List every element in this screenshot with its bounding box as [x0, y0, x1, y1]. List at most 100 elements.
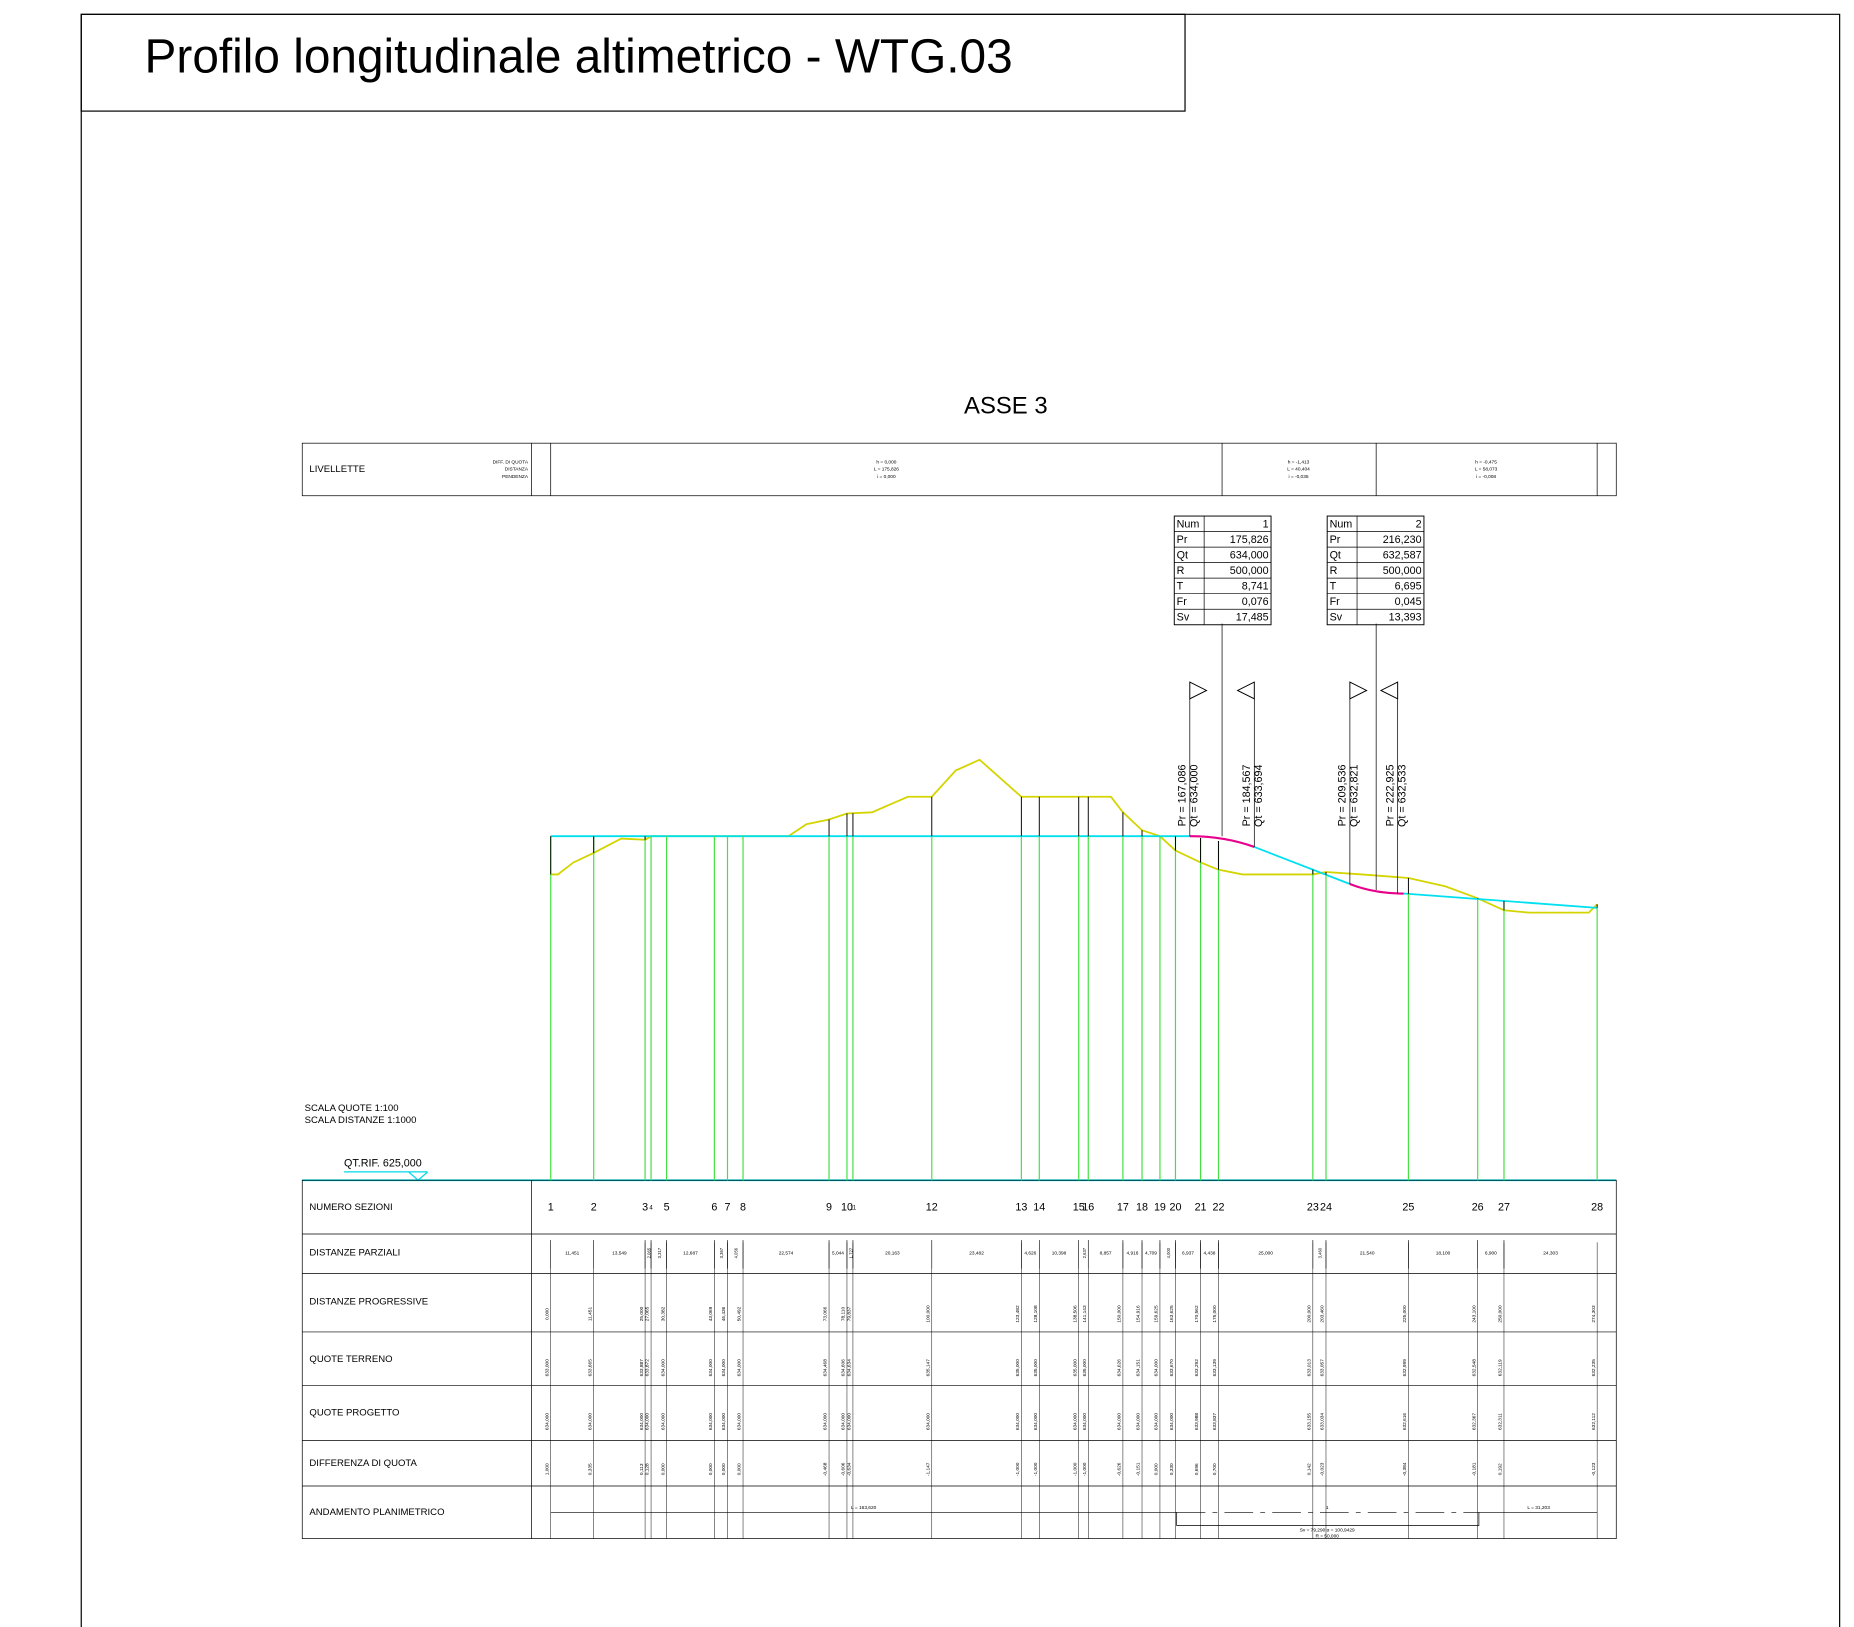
- section-value: 250,000: [1498, 1305, 1504, 1323]
- planimetric-label: 1: [1326, 1505, 1329, 1511]
- section-value: 46,436: [721, 1306, 727, 1321]
- livellette-value: h = -0,475: [1475, 460, 1497, 466]
- section-value: 150,000: [1117, 1305, 1123, 1323]
- partial-value: 25,000: [1258, 1250, 1273, 1256]
- section-value: -1,000: [1033, 1462, 1039, 1476]
- section-value: -0,181: [1471, 1462, 1477, 1476]
- livellette-value: L = 175,826: [874, 467, 899, 473]
- row-label: NUMERO SEZIONI: [309, 1202, 392, 1213]
- partial-value: 4,438: [1204, 1250, 1216, 1256]
- section-number: 1: [548, 1202, 554, 1214]
- curve-key: R: [1177, 565, 1185, 577]
- partial-value: 11,451: [565, 1250, 580, 1256]
- section-number: 4: [649, 1205, 653, 1211]
- section-number: 5: [664, 1202, 670, 1214]
- reference-marker: [344, 1171, 429, 1182]
- section-value: 73,066: [823, 1306, 829, 1321]
- section-value: -0,634: [847, 1462, 853, 1476]
- section-value: 25,000: [639, 1306, 645, 1321]
- section-value: 203,460: [1320, 1305, 1326, 1323]
- planimetric-label: L = 163,620: [851, 1505, 876, 1511]
- partial-value: 5,044: [832, 1250, 844, 1256]
- section-value: 138,506: [1072, 1305, 1078, 1323]
- scale-label: SCALA QUOTE 1:100: [305, 1103, 399, 1114]
- section-value: 632,311: [1498, 1413, 1504, 1430]
- section-value: -0,151: [1136, 1462, 1142, 1476]
- section-value: 634,468: [823, 1359, 829, 1377]
- section-value: 633,139: [1212, 1359, 1218, 1377]
- curve-key: Pr: [1330, 534, 1341, 546]
- section-value: -1,000: [1072, 1462, 1078, 1476]
- section-number: 25: [1402, 1202, 1414, 1214]
- section-number: 28: [1591, 1202, 1603, 1214]
- section-value: 634,151: [1136, 1359, 1142, 1377]
- section-number: 20: [1169, 1202, 1181, 1214]
- section-number: 9: [826, 1202, 832, 1214]
- curve-key: Fr: [1177, 596, 1188, 608]
- curve-key: Fr: [1330, 596, 1341, 608]
- partial-value: 3,367: [719, 1247, 724, 1258]
- vertex-marker: [1349, 681, 1368, 700]
- section-number: 26: [1472, 1202, 1484, 1214]
- section-number: 23: [1307, 1202, 1319, 1214]
- section-value: 11,451: [587, 1307, 593, 1322]
- partial-value: 18,100: [1436, 1250, 1451, 1256]
- curve-key: Num: [1330, 518, 1353, 530]
- curve-value: 0,076: [1242, 596, 1269, 608]
- curve-key: Qt: [1330, 549, 1341, 561]
- section-value: 163,625: [1169, 1305, 1175, 1323]
- vertex-label: Qt = 634,000: [1188, 765, 1200, 827]
- section-value: 0,330: [1169, 1463, 1175, 1475]
- section-value: 128,108: [1033, 1305, 1039, 1323]
- curve-value: 17,485: [1236, 611, 1269, 623]
- section-number: 11: [850, 1205, 857, 1211]
- row-label: DISTANZE PROGRESSIVE: [309, 1297, 428, 1308]
- livellette-value: i = 0,000: [877, 474, 896, 480]
- livellette-value: L = 58,073: [1475, 467, 1498, 473]
- vertex-label: Qt = 633,694: [1253, 765, 1265, 827]
- project-line: [1403, 892, 1598, 909]
- partial-value: 4,626: [1024, 1250, 1036, 1256]
- section-value: 0,192: [1498, 1463, 1504, 1475]
- section-value: -0,626: [1117, 1462, 1123, 1476]
- section-value: 634,000: [847, 1413, 853, 1431]
- planimetric-label: L = 31,203: [1527, 1505, 1550, 1511]
- partial-value: 20,163: [885, 1250, 900, 1256]
- section-value: 0,000: [544, 1308, 550, 1320]
- section-value: 274,303: [1591, 1305, 1597, 1323]
- section-value: 0,128: [645, 1463, 651, 1475]
- section-value: -0,606: [841, 1462, 847, 1476]
- vertex-label: Pr = 209,536: [1337, 765, 1349, 827]
- livellette-legend: DIFF. DI QUOTA: [493, 460, 529, 466]
- section-value: 243,100: [1471, 1305, 1477, 1323]
- section-value: 634,606: [841, 1359, 847, 1377]
- section-value: 634,000: [544, 1413, 550, 1431]
- vertex-label: Pr = 167,086: [1176, 765, 1188, 827]
- section-value: 632,119: [1498, 1359, 1504, 1376]
- row-label: DISTANZE PARZIALI: [309, 1248, 400, 1259]
- planimetric-label: Sv = 79,290 α = 100,9429: [1300, 1528, 1355, 1534]
- scale-label: SCALA DISTANZE 1:1000: [305, 1115, 417, 1126]
- vertex-label: Qt = 632,821: [1348, 765, 1360, 827]
- section-value: 27,065: [645, 1306, 651, 1321]
- curve-value: 216,230: [1383, 534, 1422, 546]
- vertex-label: Qt = 632,533: [1396, 765, 1408, 827]
- section-value: 634,000: [1154, 1359, 1160, 1377]
- section-value: 78,110: [841, 1307, 847, 1322]
- curve-value: 632,587: [1383, 549, 1422, 561]
- partial-value: 21,540: [1360, 1250, 1375, 1256]
- section-value: 632,367: [1471, 1413, 1477, 1431]
- section-number: 3: [642, 1202, 648, 1214]
- section-value: 632,548: [1471, 1359, 1477, 1377]
- vertex-marker: [1236, 681, 1255, 700]
- section-value: 635,000: [1015, 1359, 1021, 1377]
- section-value: 100,000: [925, 1305, 931, 1323]
- section-value: 225,000: [1402, 1305, 1408, 1323]
- section-value: 634,000: [823, 1413, 829, 1431]
- livellette-value: L = 40,404: [1287, 467, 1310, 473]
- section-value: 633,013: [1307, 1359, 1313, 1377]
- section-number: 22: [1212, 1202, 1224, 1214]
- vertex-marker: [1379, 681, 1399, 700]
- section-value: 634,000: [1015, 1413, 1021, 1431]
- livellette-value: h = -1,413: [1288, 460, 1310, 466]
